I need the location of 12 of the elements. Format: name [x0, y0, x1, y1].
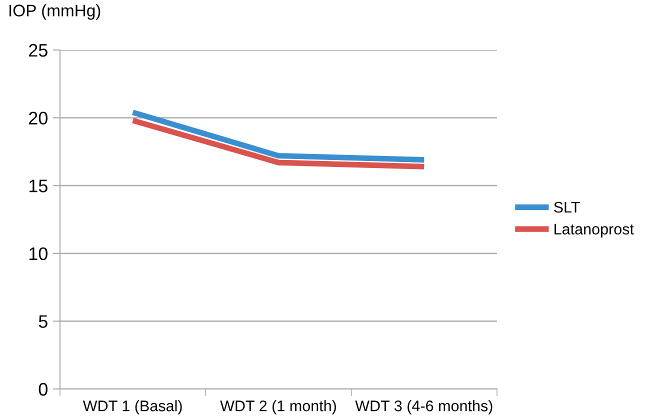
- y-tick-label: 20: [29, 112, 48, 125]
- y-axis-title: IOP (mmHg): [10, 4, 100, 20]
- y-tick-label: 0: [38, 382, 48, 396]
- x-tick-label: WDT 1 (Basal): [82, 400, 182, 414]
- legend-label: SLT: [554, 202, 580, 213]
- legend-label: Latanoprost: [554, 224, 634, 238]
- x-tick-label: WDT 3 (4-6 months): [355, 400, 492, 414]
- y-tick-label: 5: [38, 315, 48, 328]
- y-tick-label: 10: [29, 247, 48, 260]
- y-tick-label: 15: [29, 180, 48, 192]
- y-tick-label: 25: [29, 44, 48, 57]
- x-tick-label: WDT 2 (1 month): [220, 400, 336, 414]
